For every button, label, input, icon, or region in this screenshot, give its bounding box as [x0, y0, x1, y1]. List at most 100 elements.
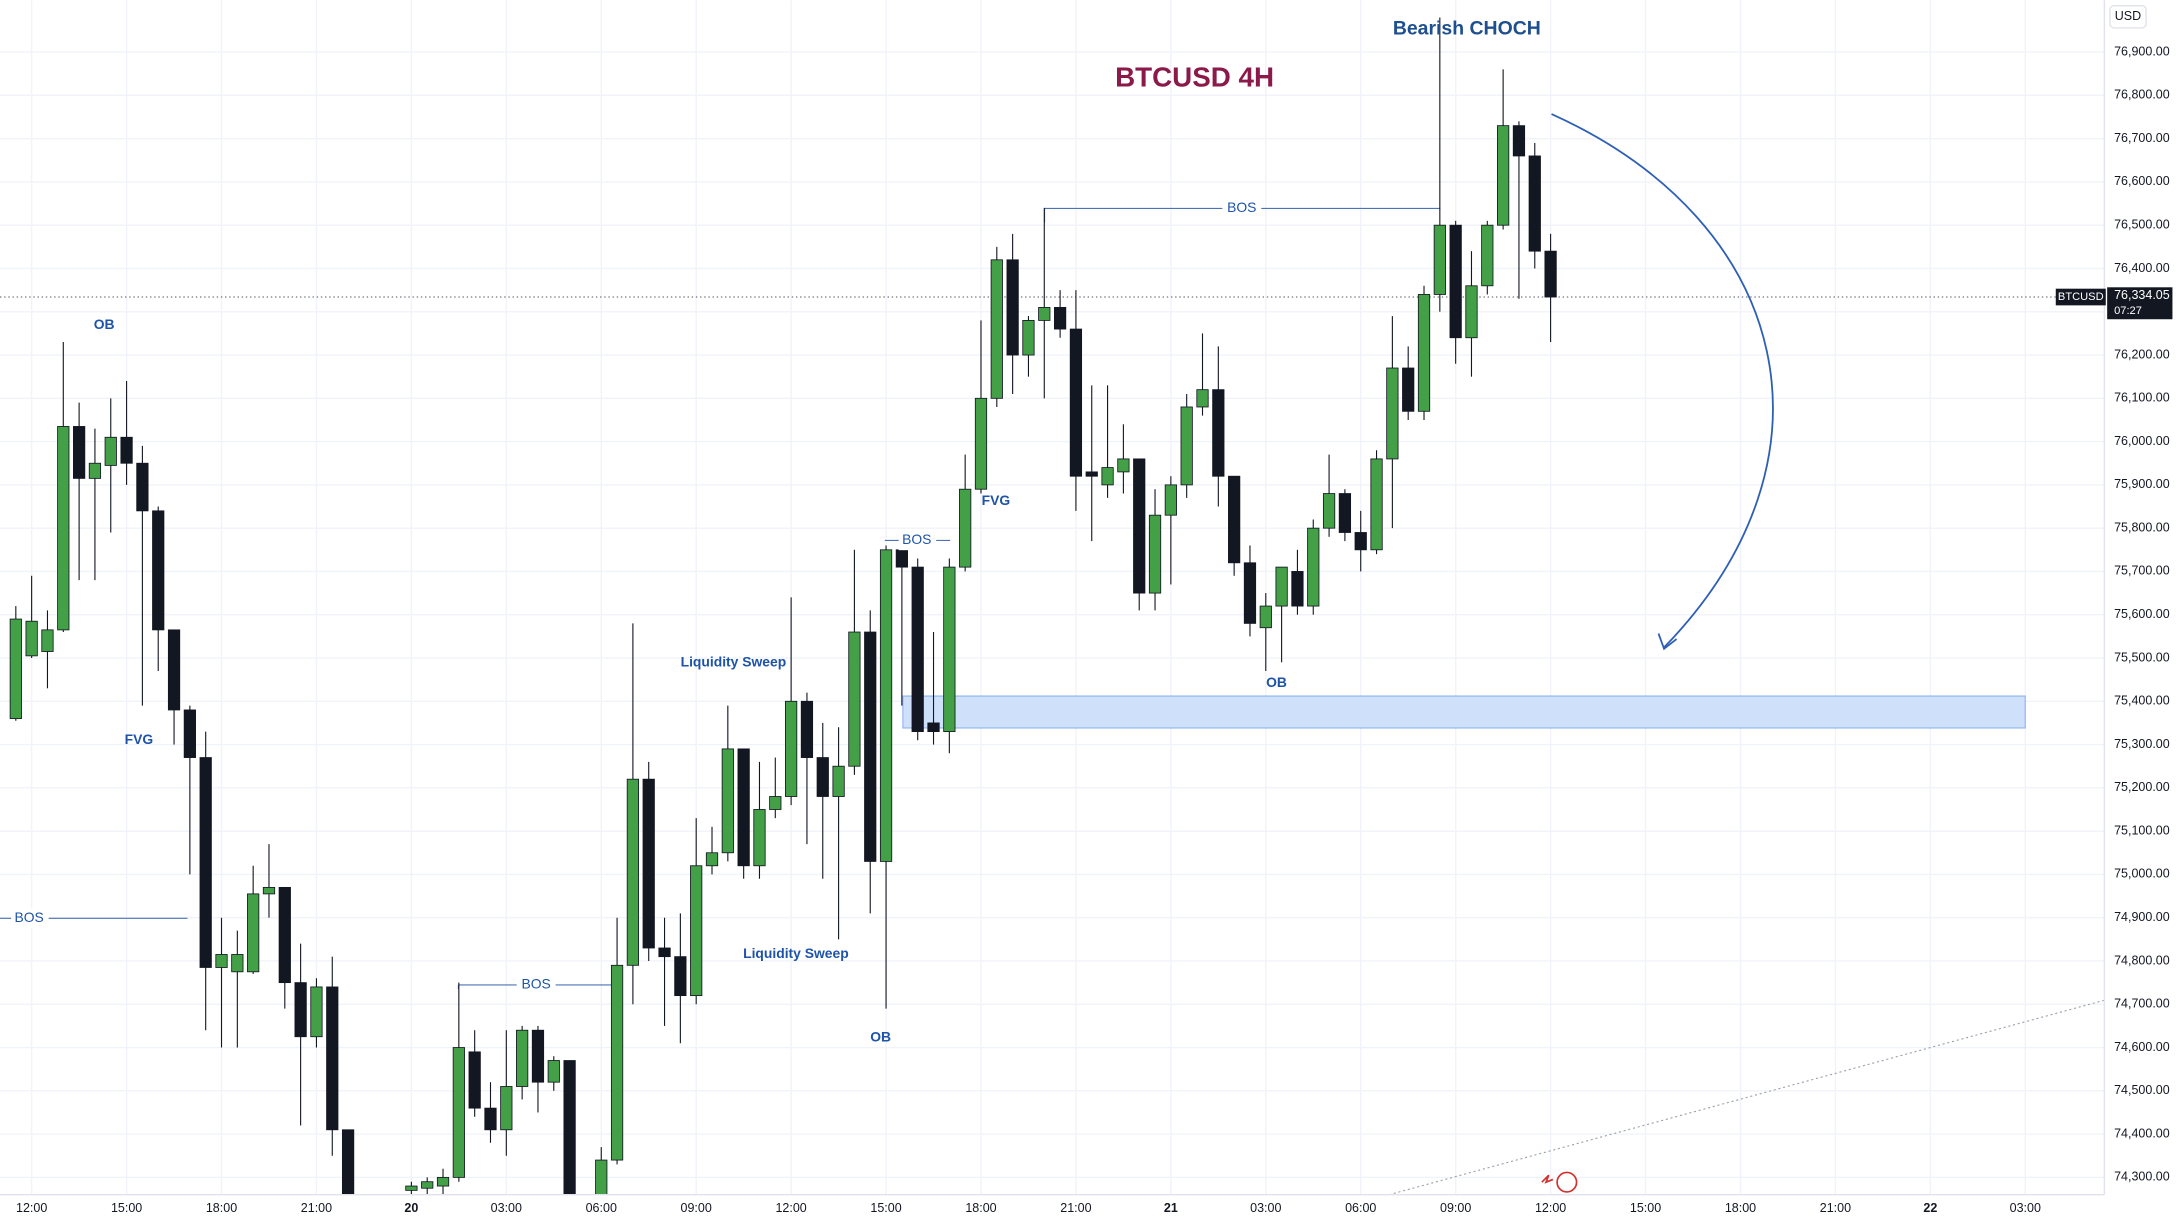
- last-price-label: 76,334.05: [2114, 288, 2170, 302]
- candle-body: [310, 986, 323, 1038]
- y-tick-label: 74,600.00: [2114, 1040, 2170, 1054]
- currency-badge[interactable]: [2109, 4, 2147, 29]
- x-tick-label: 12:00: [1535, 1201, 1566, 1215]
- y-tick-label: 76,000.00: [2114, 434, 2170, 448]
- candle-body: [563, 1060, 576, 1195]
- candle-body: [1196, 389, 1209, 408]
- x-tick-label: 06:00: [586, 1201, 617, 1215]
- candle-body: [1386, 367, 1399, 460]
- annotation: Liquidity Sweep: [681, 653, 787, 669]
- y-tick-label: 75,700.00: [2114, 564, 2170, 578]
- candle-body: [1022, 319, 1035, 356]
- candle-body: [642, 778, 655, 949]
- y-tick-label: 75,300.00: [2114, 737, 2170, 751]
- x-tick-label: 09:00: [681, 1201, 712, 1215]
- annotation: BOS: [902, 531, 931, 547]
- candle-body: [326, 986, 339, 1131]
- candle-body: [1291, 571, 1304, 607]
- y-tick-label: 76,600.00: [2114, 174, 2170, 188]
- x-tick-label: 18:00: [206, 1201, 237, 1215]
- symbol-badge: [2055, 288, 2106, 306]
- candle-body: [1370, 458, 1383, 551]
- candle-body: [927, 722, 940, 733]
- x-tick-label: 21:00: [301, 1201, 332, 1215]
- x-tick-label: 03:00: [2010, 1201, 2041, 1215]
- candle-body: [278, 886, 291, 984]
- candle-body: [452, 1047, 465, 1178]
- candle-body: [516, 1029, 529, 1087]
- candle-body: [500, 1086, 513, 1131]
- candle-body: [167, 629, 181, 711]
- chart-title: BTCUSD 4H: [1115, 62, 1274, 93]
- x-tick-label: 15:00: [111, 1201, 142, 1215]
- candle-body: [626, 778, 640, 966]
- label-bg: [1222, 198, 1262, 219]
- label-bg: [516, 975, 556, 995]
- symbol-label: BTCUSD: [2058, 291, 2104, 303]
- x-tick-label: 22: [1923, 1201, 1937, 1215]
- candle-body: [1069, 328, 1083, 477]
- x-tick-label: 18:00: [1725, 1201, 1756, 1215]
- candle-body: [1465, 285, 1478, 339]
- candle-body: [1354, 532, 1367, 551]
- annotation: OB: [94, 316, 115, 332]
- candle-body: [1053, 307, 1067, 330]
- candle-body: [737, 748, 750, 867]
- candle-body: [705, 852, 719, 867]
- last-price-badge: [2107, 287, 2173, 320]
- candle-body: [152, 510, 165, 631]
- annotation: BOS: [15, 909, 44, 925]
- y-tick-label: 74,300.00: [2114, 1170, 2170, 1184]
- candle-body: [120, 436, 133, 464]
- candle-body: [1433, 224, 1446, 295]
- y-tick-label: 75,100.00: [2114, 823, 2170, 837]
- trend-line: [1388, 999, 2105, 1196]
- event-icon[interactable]: [1541, 1174, 1554, 1184]
- time-axis: [0, 1194, 2178, 1224]
- candle-body: [104, 436, 117, 466]
- y-tick-label: 76,200.00: [2114, 347, 2170, 361]
- candle-body: [1402, 367, 1415, 412]
- candle-body: [990, 259, 1003, 399]
- annotation: FVG: [982, 492, 1011, 508]
- y-tick-label: 75,600.00: [2114, 607, 2170, 621]
- candle-body: [832, 765, 845, 797]
- candle-body: [1259, 605, 1272, 629]
- annotation: BOS: [522, 976, 551, 992]
- candle-body: [262, 886, 276, 895]
- candle-body: [800, 700, 814, 758]
- candle-body: [72, 426, 86, 479]
- candle-body: [1101, 467, 1114, 486]
- event-icon[interactable]: [1556, 1171, 1578, 1193]
- candle-body: [247, 893, 260, 973]
- candle-body: [974, 397, 988, 490]
- x-tick-label: 21: [1164, 1201, 1178, 1215]
- candle-body: [1497, 125, 1510, 226]
- candle-body: [1038, 307, 1051, 321]
- candle-body: [1512, 125, 1526, 157]
- y-tick-label: 76,500.00: [2114, 217, 2170, 231]
- price-axis: [2104, 0, 2178, 1224]
- candle-body: [658, 947, 671, 958]
- candle-body: [215, 954, 228, 968]
- y-tick-label: 76,400.00: [2114, 261, 2170, 275]
- candle-body: [1164, 484, 1177, 516]
- annotation: BOS: [1227, 199, 1256, 215]
- candles: [9, 17, 1557, 1195]
- y-tick-label: 74,500.00: [2114, 1083, 2170, 1097]
- annotation: FVG: [125, 731, 154, 747]
- candle-body: [959, 488, 972, 568]
- x-tick-label: 21:00: [1060, 1201, 1091, 1215]
- candle-body: [1275, 566, 1288, 607]
- y-tick-label: 75,500.00: [2114, 650, 2170, 664]
- countdown: 07:27: [2114, 305, 2142, 317]
- x-tick-label: 15:00: [870, 1201, 901, 1215]
- y-tick-label: 75,200.00: [2114, 780, 2170, 794]
- y-tick-label: 75,400.00: [2114, 694, 2170, 708]
- currency: USD: [2115, 9, 2141, 23]
- y-tick-label: 76,800.00: [2114, 88, 2170, 102]
- candle-body: [1307, 527, 1320, 607]
- x-tick-label: 03:00: [491, 1201, 522, 1215]
